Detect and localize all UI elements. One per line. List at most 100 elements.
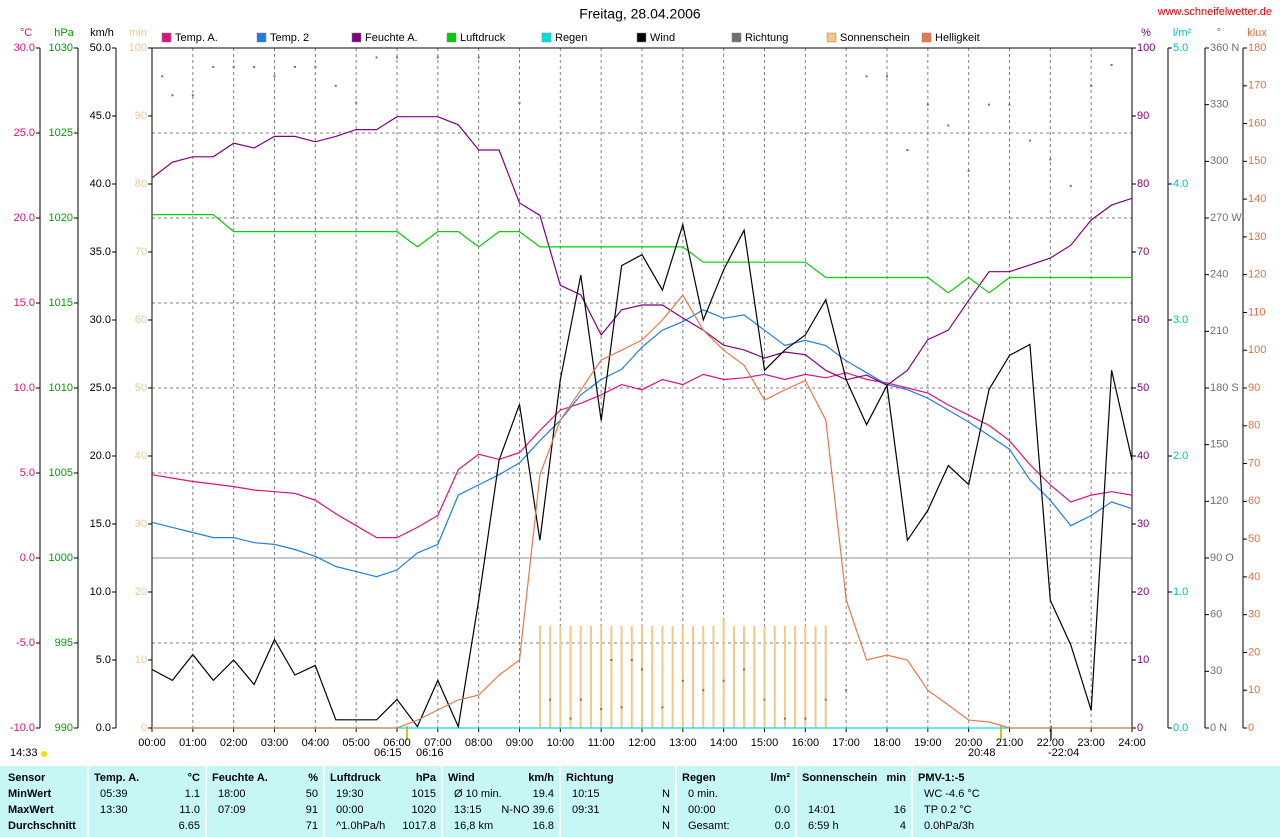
website: www.schneifelwetter.de <box>1157 6 1272 18</box>
series-line <box>152 294 1132 729</box>
chart-title: Freitag, 28.04.2006 <box>579 6 701 22</box>
y-tick-label: 4.0 <box>1173 178 1188 190</box>
y-tick-label: 90 O <box>1210 552 1234 564</box>
x-tick-label: 16:00 <box>792 737 820 749</box>
x-tick-label: 01:00 <box>179 737 207 749</box>
direction-dot <box>191 94 194 97</box>
direction-dot <box>396 56 398 59</box>
annotation: 06:16 <box>416 747 444 759</box>
y-tick-label: 2.0 <box>1173 450 1188 462</box>
row-label: MaxWert <box>8 804 54 816</box>
y-tick-label: -10.0 <box>10 722 35 734</box>
y-tick-label: 20.0 <box>90 450 111 462</box>
legend-swatch <box>826 32 837 43</box>
table-cell: 1017.8 <box>402 820 436 832</box>
direction-dot <box>865 75 868 78</box>
table-cell: TP 0.2 °C <box>924 804 972 816</box>
x-tick-label: 09:00 <box>506 737 534 749</box>
y-tick-label: 1000 <box>49 552 73 564</box>
table-cell: 19.4 <box>533 788 554 800</box>
y-tick-label: 10.0 <box>14 382 35 394</box>
table-cell: ^1.0hPa/h <box>336 820 385 832</box>
y-tick-label: 0.0 <box>1173 722 1188 734</box>
y-tick-label: 300 <box>1210 155 1228 167</box>
column-header: Richtung <box>566 772 614 784</box>
table-cell: 4 <box>900 820 906 832</box>
axis-title: hPa <box>54 27 74 39</box>
y-tick-label: 100 <box>1137 42 1155 54</box>
y-tick-label: 40 <box>135 450 147 462</box>
axis-title: l/m² <box>1173 27 1192 39</box>
y-tick-label: 70 <box>1248 457 1260 469</box>
y-tick-label: 150 <box>1210 439 1228 451</box>
y-tick-label: 130 <box>1248 231 1266 243</box>
y-tick-label: 995 <box>55 637 73 649</box>
y-tick-label: 15.0 <box>90 518 111 530</box>
legend-label: Wind <box>650 32 675 44</box>
table-cell: 10:15 <box>572 788 600 800</box>
axis-title: °C <box>20 27 32 39</box>
y-tick-label: 30 <box>1210 665 1222 677</box>
direction-dot <box>926 103 929 106</box>
table-cell: 16 <box>894 804 906 816</box>
y-tick-label: 45.0 <box>90 110 111 122</box>
direction-dot <box>630 659 633 661</box>
table-cell: WC -4.6 °C <box>924 788 980 800</box>
direction-dot <box>661 706 664 709</box>
direction-dot <box>1110 64 1113 66</box>
y-tick-label: 0 <box>1248 722 1254 734</box>
y-tick-label: 20 <box>1248 646 1260 658</box>
y-tick-label: 110 <box>1248 306 1266 318</box>
legend-label: Luftdruck <box>460 32 506 44</box>
table-cell: 14:01 <box>808 804 836 816</box>
direction-dot <box>988 103 991 106</box>
x-tick-label: 18:00 <box>873 737 901 749</box>
table-cell: 18:00 <box>218 788 246 800</box>
y-tick-label: 60 <box>1137 314 1149 326</box>
sun-icon <box>41 751 47 757</box>
column-header: PMV-1:-5 <box>918 772 964 784</box>
y-tick-label: 20 <box>135 586 147 598</box>
direction-dot <box>610 659 613 661</box>
column-header: Luftdruck <box>330 772 382 784</box>
direction-dot <box>906 149 909 151</box>
series-line <box>151 222 1133 729</box>
y-tick-label: 0.0 <box>96 722 111 734</box>
legend-label: Feuchte A. <box>365 32 418 44</box>
column-unit: °C <box>188 772 200 784</box>
table-cell: 07:09 <box>218 804 246 816</box>
direction-dot <box>293 65 296 68</box>
legend-swatch <box>161 32 172 43</box>
y-tick-label: -5.0 <box>16 637 35 649</box>
table-cell: 1020 <box>412 804 436 816</box>
table-cell: 6.65 <box>179 820 200 832</box>
y-tick-label: 0 <box>1137 722 1143 734</box>
y-tick-label: 60 <box>1210 609 1222 621</box>
table-cell: Gesamt: <box>688 820 730 832</box>
legend-label: Richtung <box>745 32 788 44</box>
x-tick-label: 19:00 <box>914 737 942 749</box>
direction-dot <box>1049 158 1052 161</box>
column-unit: hPa <box>416 772 437 784</box>
y-tick-label: 10 <box>135 654 147 666</box>
y-tick-label: 1010 <box>49 382 73 394</box>
y-tick-label: 270 W <box>1210 212 1242 224</box>
x-tick-label: 00:00 <box>138 737 166 749</box>
y-tick-label: 100 <box>1248 344 1266 356</box>
y-tick-label: 120 <box>1210 495 1228 507</box>
x-tick-label: 04:00 <box>302 737 330 749</box>
legend-swatch <box>256 32 267 43</box>
y-tick-label: 40.0 <box>90 178 111 190</box>
direction-dot <box>620 706 623 709</box>
series-line <box>152 214 1132 294</box>
y-tick-label: 30.0 <box>90 314 111 326</box>
x-tick-label: 13:00 <box>669 737 697 749</box>
table-cell: 05:39 <box>100 788 128 800</box>
y-tick-label: 80 <box>135 178 147 190</box>
row-label: MinWert <box>8 788 52 800</box>
table-cell: 0.0 <box>775 804 790 816</box>
column-header: Feuchte A. <box>212 772 268 784</box>
table-cell: N-NO 39.6 <box>501 804 554 816</box>
y-tick-label: 240 <box>1210 269 1228 281</box>
